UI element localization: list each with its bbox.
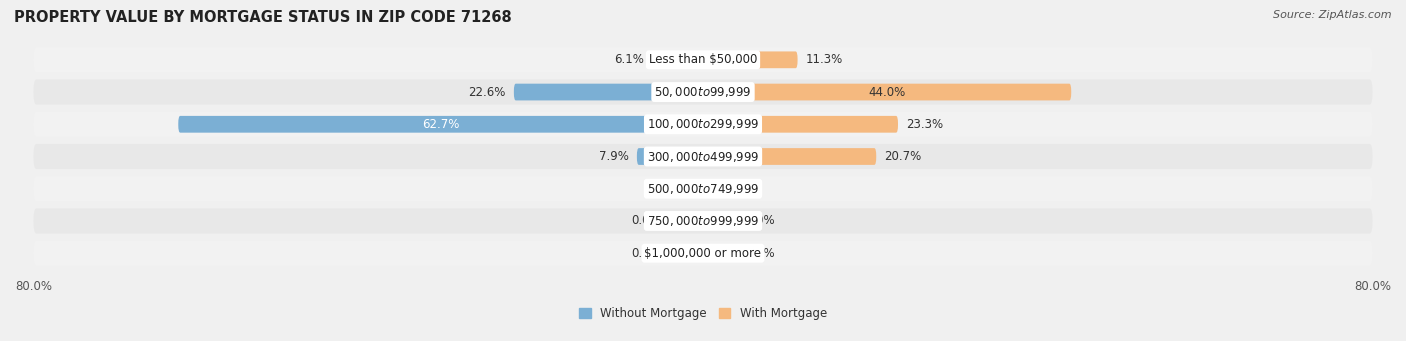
Text: 0.0%: 0.0% — [745, 247, 775, 260]
Text: Source: ZipAtlas.com: Source: ZipAtlas.com — [1274, 10, 1392, 20]
Text: 0.0%: 0.0% — [631, 214, 661, 227]
Text: 7.9%: 7.9% — [599, 150, 628, 163]
FancyBboxPatch shape — [652, 51, 703, 68]
FancyBboxPatch shape — [34, 208, 1372, 234]
Text: $300,000 to $499,999: $300,000 to $499,999 — [647, 149, 759, 163]
FancyBboxPatch shape — [34, 47, 1372, 72]
FancyBboxPatch shape — [703, 180, 709, 197]
FancyBboxPatch shape — [703, 245, 737, 262]
Text: 0.75%: 0.75% — [717, 182, 755, 195]
Text: 44.0%: 44.0% — [869, 86, 905, 99]
Text: Less than $50,000: Less than $50,000 — [648, 53, 758, 66]
FancyBboxPatch shape — [34, 79, 1372, 105]
FancyBboxPatch shape — [34, 112, 1372, 137]
Text: 0.0%: 0.0% — [631, 247, 661, 260]
Legend: Without Mortgage, With Mortgage: Without Mortgage, With Mortgage — [579, 307, 827, 320]
Text: 0.66%: 0.66% — [652, 182, 689, 195]
FancyBboxPatch shape — [669, 212, 703, 229]
Text: 20.7%: 20.7% — [884, 150, 922, 163]
Text: 23.3%: 23.3% — [907, 118, 943, 131]
FancyBboxPatch shape — [703, 51, 797, 68]
Text: $750,000 to $999,999: $750,000 to $999,999 — [647, 214, 759, 228]
FancyBboxPatch shape — [34, 241, 1372, 266]
FancyBboxPatch shape — [637, 148, 703, 165]
Text: $500,000 to $749,999: $500,000 to $749,999 — [647, 182, 759, 196]
FancyBboxPatch shape — [703, 148, 876, 165]
Text: $100,000 to $299,999: $100,000 to $299,999 — [647, 117, 759, 131]
Text: 22.6%: 22.6% — [468, 86, 506, 99]
Text: 0.0%: 0.0% — [745, 214, 775, 227]
FancyBboxPatch shape — [513, 84, 703, 101]
FancyBboxPatch shape — [34, 176, 1372, 201]
FancyBboxPatch shape — [703, 116, 898, 133]
Text: PROPERTY VALUE BY MORTGAGE STATUS IN ZIP CODE 71268: PROPERTY VALUE BY MORTGAGE STATUS IN ZIP… — [14, 10, 512, 25]
FancyBboxPatch shape — [179, 116, 703, 133]
FancyBboxPatch shape — [703, 212, 737, 229]
FancyBboxPatch shape — [34, 144, 1372, 169]
Text: $50,000 to $99,999: $50,000 to $99,999 — [654, 85, 752, 99]
FancyBboxPatch shape — [697, 180, 703, 197]
Text: $1,000,000 or more: $1,000,000 or more — [644, 247, 762, 260]
FancyBboxPatch shape — [703, 84, 1071, 101]
Text: 62.7%: 62.7% — [422, 118, 460, 131]
Text: 6.1%: 6.1% — [613, 53, 644, 66]
Text: 11.3%: 11.3% — [806, 53, 844, 66]
FancyBboxPatch shape — [669, 245, 703, 262]
